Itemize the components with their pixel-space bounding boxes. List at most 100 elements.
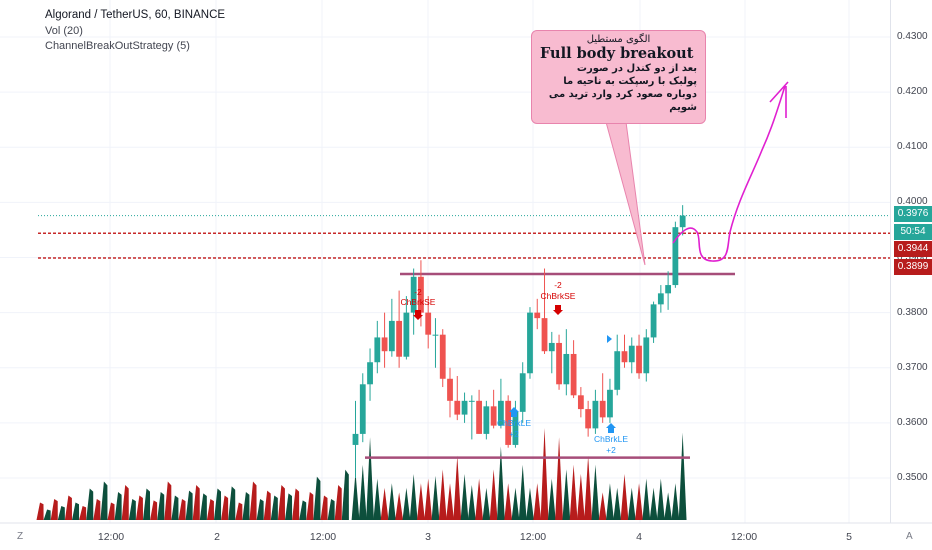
timezone-button[interactable]: Z (17, 531, 24, 542)
volume-bar (270, 495, 278, 520)
volume-bar (199, 493, 207, 520)
volume-bar (299, 500, 307, 520)
volume-bar (242, 492, 250, 520)
candle-body (396, 320, 403, 357)
candle-body (498, 400, 504, 426)
short-signal-label: ChBrkSE (541, 291, 576, 301)
long-signal-label: ChBrkLE (594, 434, 628, 444)
candle-body (614, 351, 621, 390)
volume-bar (475, 478, 483, 520)
volume-bar (598, 492, 607, 520)
volume-bar (221, 495, 229, 520)
volume-bar (263, 490, 271, 520)
long-signal-arrow (509, 407, 519, 417)
volume-bar (351, 472, 360, 520)
volume-bar (627, 487, 636, 520)
volume-bar (431, 475, 440, 520)
candle-body (650, 304, 657, 338)
candle-body (512, 411, 519, 445)
candle-body (527, 312, 533, 374)
long-signal-label: ChBrkLE (497, 418, 531, 428)
volume-bar (192, 485, 200, 520)
callout-line-2: Full body breakout (540, 45, 694, 62)
volume-bar (171, 495, 179, 520)
volume-bar (591, 464, 600, 520)
price-axis-label: 0.4200 (897, 86, 928, 98)
axis-lines (0, 0, 932, 524)
candle-body (577, 395, 584, 410)
candle-body (599, 400, 606, 418)
volume-bar (482, 487, 491, 520)
volume-bar (576, 474, 585, 520)
time-axis-label: 12:00 (309, 531, 337, 543)
volume-bar (555, 437, 563, 520)
candle-body (585, 409, 592, 429)
projection-path (672, 85, 786, 262)
volume-bar (562, 469, 571, 520)
candle-body (410, 276, 417, 313)
volume-bar (235, 502, 243, 520)
candle-body (592, 400, 599, 429)
volume-bar (150, 500, 158, 520)
candle-body (352, 433, 359, 445)
entry-marker (607, 335, 612, 343)
time-axis-label: 2 (214, 531, 220, 543)
volume-bar (613, 487, 622, 520)
volume-bar (635, 483, 643, 520)
candle-body (483, 406, 490, 434)
volume-bar (228, 486, 236, 520)
volume-indicator-label[interactable]: Vol (20) (45, 24, 83, 37)
volume-bar (511, 487, 520, 520)
candle-body (367, 362, 373, 385)
volume-bar (417, 483, 425, 520)
price-tag: 0.3899 (894, 259, 932, 275)
volume-bar (206, 499, 214, 520)
candle-body (381, 337, 388, 352)
volume-bar (214, 488, 222, 520)
candlestick-series (352, 205, 686, 478)
auto-scale-button[interactable]: A (906, 531, 913, 542)
volume-bar (50, 499, 58, 520)
candle-body (621, 351, 628, 363)
candle-body (665, 285, 672, 294)
volume-bar (334, 485, 342, 520)
candle-body (418, 276, 424, 313)
price-axis-label: 0.3500 (897, 472, 928, 483)
volume-bar (128, 499, 136, 520)
volume-bar (107, 502, 115, 520)
callout-line-5: دوباره صعود کرد وارد ترید می شویم (548, 89, 697, 113)
time-axis-label: 3 (425, 531, 431, 543)
bar-countdown-tag: 50:54 (894, 224, 932, 240)
volume-bar (540, 428, 549, 520)
volume-bar (121, 485, 129, 520)
volume-bar (387, 483, 396, 520)
volume-bar (620, 474, 629, 520)
callout-line-3: بعد از دو کندل در صورت (576, 63, 697, 74)
strategy-indicator-label[interactable]: ChannelBreakOutStrategy (5) (45, 40, 190, 52)
price-axis-label: 0.4100 (897, 141, 928, 153)
volume-bar (157, 492, 165, 520)
volume-bar (395, 492, 404, 520)
long-signal-quantity: +2 (509, 429, 519, 439)
candle-body (643, 337, 650, 374)
volume-bar (143, 488, 151, 520)
volume-bar (489, 469, 498, 520)
volume-bar (526, 487, 534, 520)
volume-bar (79, 506, 87, 520)
time-axis-label: 12:00 (730, 531, 758, 543)
candle-body (556, 342, 562, 385)
candle-body (403, 312, 410, 357)
volume-bar (341, 469, 349, 520)
volume-bar (606, 483, 614, 520)
volume-bar (249, 481, 257, 520)
volume-bar (380, 487, 389, 520)
volume-bar (678, 432, 687, 520)
volume-bar (36, 502, 44, 520)
candle-body (359, 384, 366, 434)
candle-body (672, 227, 679, 286)
volume-bar (313, 476, 321, 520)
volume-bar (320, 495, 328, 520)
projection-arrowhead (769, 81, 789, 118)
